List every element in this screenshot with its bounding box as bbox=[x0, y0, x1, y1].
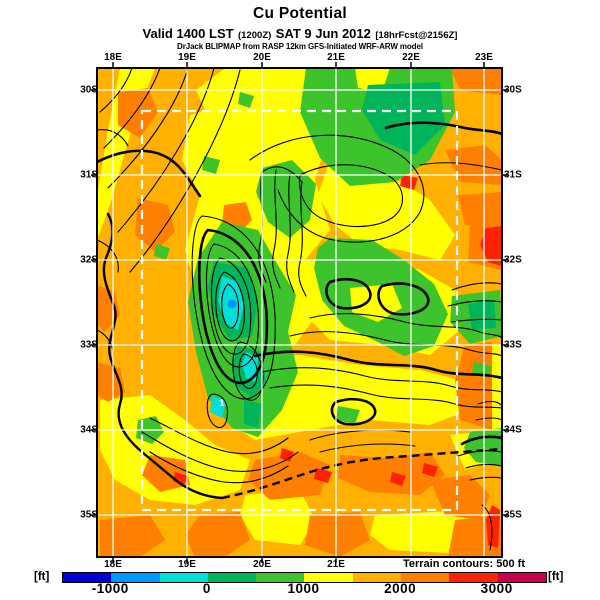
axis-label-top-23E: 23E bbox=[475, 52, 493, 63]
axis-label-top-21E: 21E bbox=[327, 52, 345, 63]
valid-time-line: Valid 1400 LST (1200Z) SAT 9 Jun 2012 [1… bbox=[0, 25, 600, 43]
colorbar-segment bbox=[449, 573, 498, 582]
axis-label-right-35S: 35S bbox=[504, 509, 522, 521]
colorbar-segment bbox=[63, 573, 112, 582]
axis-label-top-19E: 19E bbox=[178, 52, 196, 63]
colorbar-unit-right: [ft] bbox=[548, 571, 564, 583]
axis-ticks bbox=[91, 62, 508, 563]
page-title: Cu Potential bbox=[252, 5, 348, 22]
axis-label-left-31S: 31S bbox=[80, 169, 98, 181]
axis-label-bottom-21E: 21E bbox=[327, 559, 345, 570]
axis-label-left-30S: 30S bbox=[80, 84, 98, 96]
axis-label-right-32S: 32S bbox=[504, 254, 522, 266]
axis-label-bottom-19E: 19E bbox=[178, 559, 196, 570]
colorbar-segment bbox=[207, 573, 257, 582]
terrain-contours-note: Terrain contours: 500 ft bbox=[402, 558, 525, 570]
colorbar-segment bbox=[111, 573, 160, 582]
site-marker-1: 1 bbox=[219, 398, 225, 409]
axis-label-right-33S: 33S bbox=[504, 339, 522, 351]
graticule bbox=[97, 68, 502, 557]
colorbar-segment bbox=[256, 573, 305, 582]
axis-label-bottom-18E: 18E bbox=[104, 559, 122, 570]
axis-label-left-32S: 32S bbox=[80, 254, 98, 266]
axis-label-left-33S: 33S bbox=[80, 339, 98, 351]
colorbar-tick-2000: 2000 bbox=[384, 581, 417, 596]
axis-label-top-22E: 22E bbox=[402, 52, 420, 63]
map-frame bbox=[96, 67, 503, 558]
colorbar-unit-left: [ft] bbox=[34, 571, 50, 583]
init-time-label: (1200Z) bbox=[238, 30, 272, 41]
forecast-offset-label: [18hrFcst@2156Z] bbox=[375, 30, 458, 41]
colorbar bbox=[62, 572, 547, 583]
colorbar-segment bbox=[401, 573, 450, 582]
axis-label-bottom-20E: 20E bbox=[253, 559, 271, 570]
axis-label-right-34S: 34S bbox=[504, 424, 522, 436]
axis-label-top-20E: 20E bbox=[253, 52, 271, 63]
valid-time-label: Valid 1400 LST bbox=[142, 26, 234, 41]
colorbar-segment bbox=[497, 573, 546, 582]
axis-label-right-31S: 31S bbox=[504, 169, 522, 181]
colorbar-segment bbox=[159, 573, 208, 582]
coastline bbox=[102, 212, 502, 500]
model-credit: DrJack BLIPMAP from RASP 12km GFS-Initia… bbox=[177, 41, 423, 51]
colorbar-tick-1000: 1000 bbox=[287, 581, 320, 596]
colorbar-segment bbox=[352, 573, 402, 582]
field-fill-red bbox=[173, 175, 502, 548]
terrain-contours-thin bbox=[97, 68, 502, 551]
field-fill-blue bbox=[227, 299, 237, 309]
axis-label-left-35S: 35S bbox=[80, 509, 98, 521]
colorbar-tick-0: 0 bbox=[202, 581, 211, 596]
valid-date-label: SAT 9 Jun 2012 bbox=[275, 26, 371, 41]
colorbar-tick-3000: 3000 bbox=[480, 581, 513, 596]
axis-label-left-34S: 34S bbox=[80, 424, 98, 436]
terrain-contours-thick bbox=[97, 121, 502, 446]
domain-boundary bbox=[140, 109, 459, 512]
axis-label-right-30S: 30S bbox=[504, 84, 522, 96]
colorbar-segment bbox=[304, 573, 353, 582]
axis-label-top-18E: 18E bbox=[104, 52, 122, 63]
colorbar-tick--1000: -1000 bbox=[91, 581, 129, 596]
